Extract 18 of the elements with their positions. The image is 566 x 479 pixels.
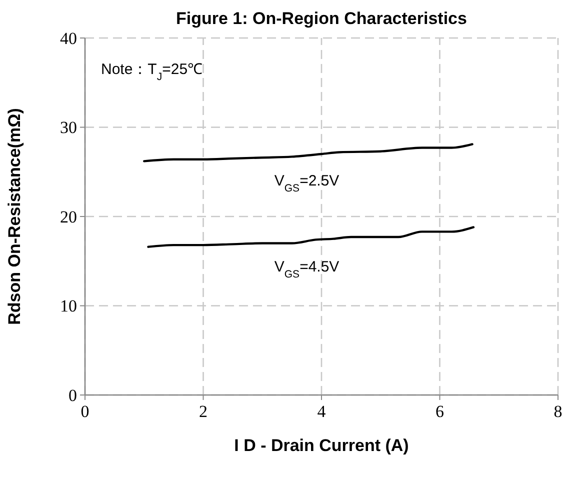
line-series: [147, 226, 475, 248]
y-tick-label: 30: [60, 118, 77, 138]
x-axis-title: I D - Drain Current (A): [234, 436, 409, 455]
y-tick-label: 0: [68, 386, 77, 405]
chart-title: Figure 1: On-Region Characteristics: [176, 9, 467, 28]
x-tick-label: 0: [80, 402, 90, 421]
y-tick-label: 20: [60, 207, 77, 226]
y-tick-label: 10: [60, 296, 77, 316]
x-tick-label: 2: [199, 402, 208, 421]
annotation: Note：T$_{J}$=25℃: [101, 61, 203, 83]
series-label: V$_{GS}$=4.5V: [274, 258, 340, 280]
x-tick-label: 6: [436, 402, 444, 421]
series-label: V$_{GS}$=2.5V: [274, 172, 340, 195]
x-tick-label: 4: [317, 402, 326, 421]
y-tick-label: 40: [60, 28, 77, 48]
y-axis-title: Rdson On-Resistance(mΩ): [5, 108, 24, 325]
x-tick-label: 8: [554, 402, 562, 421]
line-series: [143, 143, 474, 162]
